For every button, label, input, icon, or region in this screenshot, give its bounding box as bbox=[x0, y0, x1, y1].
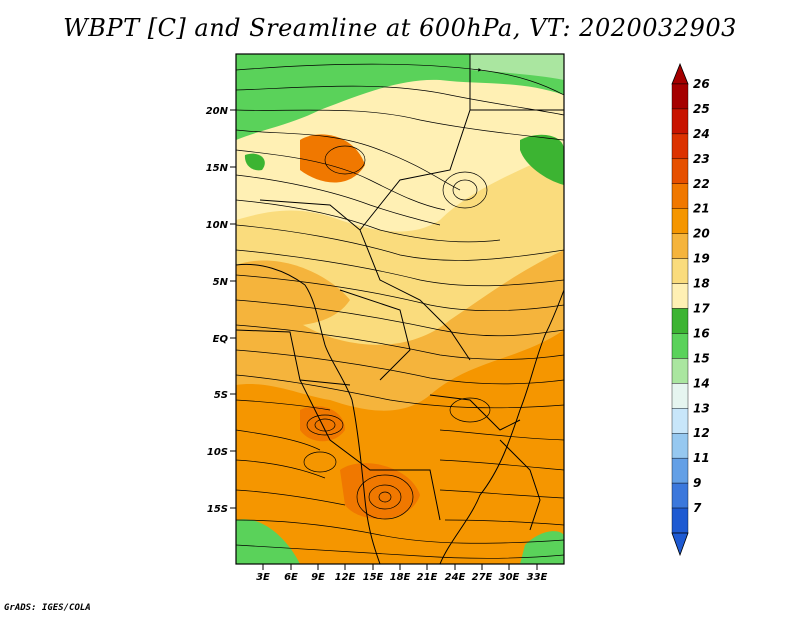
colorbar-swatch bbox=[671, 308, 689, 334]
colorbar-swatch bbox=[671, 457, 689, 484]
lon-tick-label: 27E bbox=[472, 572, 493, 583]
colorbar-level-label: 15 bbox=[693, 351, 710, 365]
colorbar-level-label: 24 bbox=[693, 127, 710, 141]
colorbar-top-arrow bbox=[671, 62, 689, 85]
colorbar-swatch bbox=[671, 507, 689, 534]
coastlines bbox=[236, 54, 564, 564]
lon-tick-label: 15E bbox=[363, 572, 384, 583]
grads-credit: GrADS: IGES/COLA bbox=[4, 603, 91, 613]
colorbar-swatch bbox=[671, 333, 689, 359]
lat-axis: 20N 15N 10N 5N EQ 5S 10S 15S bbox=[206, 106, 236, 515]
lat-tick-label: 5S bbox=[214, 390, 228, 401]
colorbar-swatch bbox=[671, 283, 689, 309]
colorbar-swatch bbox=[671, 83, 689, 110]
lon-tick-label: 9E bbox=[311, 572, 325, 583]
wbpt-field-17-north bbox=[236, 54, 564, 140]
lon-tick-label: 33E bbox=[527, 572, 548, 583]
colorbar-level-label: 14 bbox=[693, 376, 710, 390]
lon-tick-label: 6E bbox=[284, 572, 298, 583]
lon-tick-label: 30E bbox=[499, 572, 520, 583]
lon-tick-label: 3E bbox=[256, 572, 270, 583]
lat-tick-label: 15N bbox=[206, 163, 229, 174]
colorbar-swatch bbox=[671, 482, 689, 509]
colorbar-level-label: 21 bbox=[693, 202, 710, 216]
colorbar-level-label: 26 bbox=[693, 77, 710, 91]
wbpt-field-16-north bbox=[470, 54, 564, 80]
lon-tick-label: 24E bbox=[445, 572, 466, 583]
colorbar-swatch bbox=[671, 358, 689, 384]
colorbar-swatch bbox=[671, 408, 689, 434]
lon-tick-label: 18E bbox=[390, 572, 411, 583]
colorbar-bottom-arrow bbox=[671, 532, 689, 557]
colorbar-swatch bbox=[671, 133, 689, 160]
colorbar-swatch bbox=[671, 183, 689, 209]
wbpt-field-17-southwest bbox=[236, 519, 300, 564]
wbpt-patch-south bbox=[340, 463, 420, 519]
wbpt-field-17-northeast bbox=[520, 134, 564, 185]
colorbar-level-label: 23 bbox=[693, 152, 710, 166]
lat-tick-label: 20N bbox=[206, 106, 229, 117]
colorbar-swatch bbox=[671, 233, 689, 259]
colorbar: 26 25 24 23 22 21 20 19 18 17 16 15 14 13 12 11 9 7 bbox=[671, 62, 710, 557]
colorbar-swatch bbox=[671, 258, 689, 284]
colorbar-level-label: 11 bbox=[693, 451, 710, 465]
colorbar-swatch bbox=[671, 383, 689, 409]
plot-title: WBPT [C] and Sreamline at 600hPa, VT: 20… bbox=[63, 14, 737, 42]
colorbar-swatch bbox=[671, 208, 689, 234]
wbpt-field-17-west bbox=[244, 153, 265, 171]
lon-tick-label: 12E bbox=[335, 572, 356, 583]
colorbar-swatch bbox=[671, 433, 689, 459]
wbpt-patch-southwest bbox=[300, 406, 345, 442]
colorbar-level-label: 12 bbox=[693, 426, 710, 440]
colorbar-level-label: 17 bbox=[693, 302, 710, 316]
wbpt-patch-center bbox=[236, 260, 350, 326]
colorbar-level-label: 9 bbox=[693, 476, 701, 490]
colorbar-level-label: 20 bbox=[693, 227, 710, 241]
colorbar-level-label: 19 bbox=[693, 252, 710, 266]
colorbar-level-label: 18 bbox=[693, 277, 710, 291]
lat-tick-label: 10N bbox=[206, 220, 229, 231]
map-panel bbox=[236, 54, 564, 564]
colorbar-swatch bbox=[671, 108, 689, 135]
lat-tick-label: 5N bbox=[213, 277, 229, 288]
lat-tick-label: 10S bbox=[207, 447, 228, 458]
streamlines bbox=[236, 63, 564, 559]
lon-axis: 3E 6E 9E 12E 15E 18E 21E 24E 27E 30E 33E bbox=[256, 564, 548, 583]
colorbar-swatch bbox=[671, 158, 689, 184]
colorbar-level-label: 22 bbox=[693, 177, 710, 191]
colorbar-level-label: 13 bbox=[693, 401, 710, 415]
lat-tick-label: EQ bbox=[213, 334, 229, 345]
lon-tick-label: 21E bbox=[417, 572, 438, 583]
colorbar-level-label: 7 bbox=[693, 501, 702, 515]
lat-tick-label: 15S bbox=[207, 504, 228, 515]
colorbar-level-label: 25 bbox=[693, 102, 710, 116]
colorbar-level-label: 16 bbox=[693, 326, 710, 340]
